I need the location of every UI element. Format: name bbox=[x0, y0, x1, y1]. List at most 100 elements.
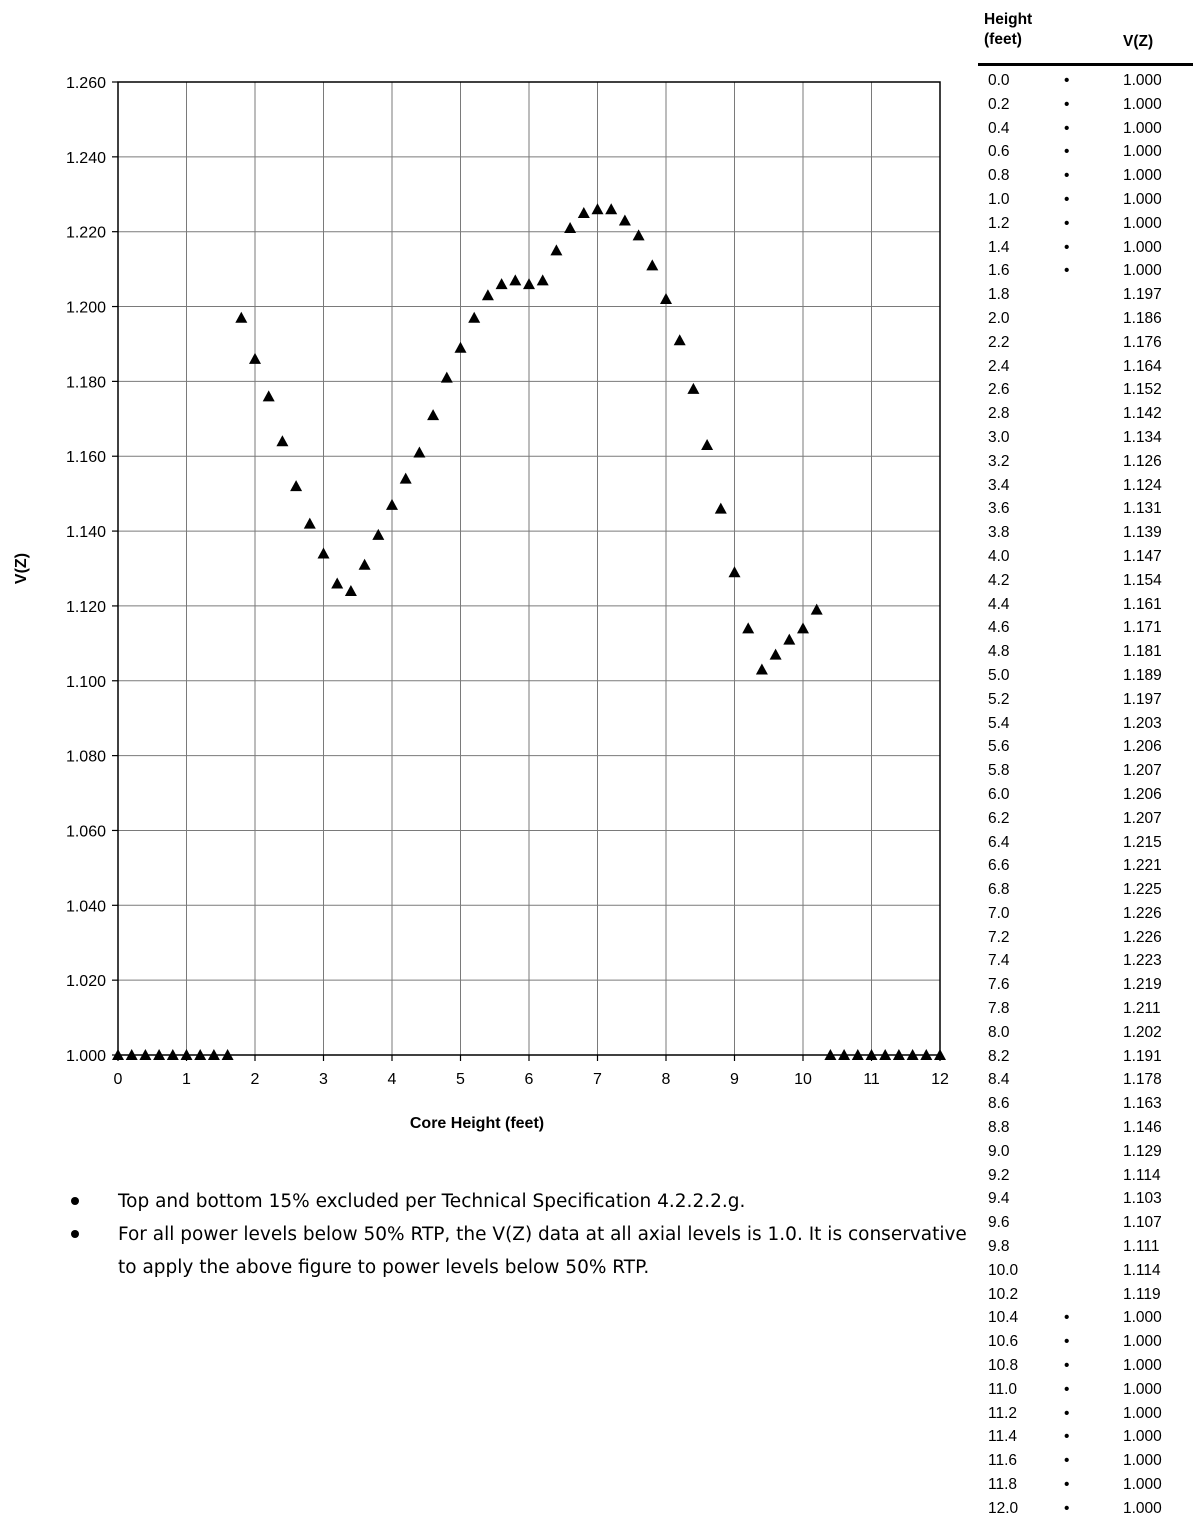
vz-cell: 1.000 bbox=[1123, 95, 1162, 113]
excluded-marker-icon: • bbox=[1064, 1404, 1070, 1422]
vz-cell: 1.186 bbox=[1123, 309, 1162, 327]
data-point-marker bbox=[591, 203, 604, 215]
height-cell: 4.8 bbox=[988, 643, 1010, 661]
y-tick-label: 1.000 bbox=[66, 1048, 106, 1065]
height-cell: 10.0 bbox=[988, 1261, 1019, 1279]
vz-cell: 1.000 bbox=[1123, 1357, 1162, 1375]
excluded-marker-icon: • bbox=[1064, 190, 1070, 208]
vz-cell: 1.000 bbox=[1123, 238, 1162, 256]
height-cell: 1.2 bbox=[988, 214, 1010, 232]
vz-cell: 1.131 bbox=[1123, 500, 1162, 518]
vz-cell: 1.119 bbox=[1123, 1285, 1161, 1303]
excluded-marker-icon: • bbox=[1064, 214, 1070, 232]
vz-cell: 1.206 bbox=[1123, 738, 1162, 756]
x-axis-title: Core Height (feet) bbox=[410, 1115, 544, 1132]
vz-cell: 1.219 bbox=[1123, 976, 1162, 994]
height-cell: 6.4 bbox=[988, 833, 1010, 851]
vz-cell: 1.189 bbox=[1123, 666, 1162, 684]
height-cell: 7.6 bbox=[988, 976, 1010, 994]
vz-cell: 1.000 bbox=[1123, 119, 1162, 137]
table-row: 8.8 1.146 bbox=[978, 1116, 1193, 1140]
data-point-marker bbox=[605, 203, 618, 215]
data-point-marker bbox=[577, 206, 590, 218]
table-row: 6.0 1.206 bbox=[978, 783, 1193, 807]
table-row: 9.8 1.111 bbox=[978, 1235, 1193, 1259]
x-tick-label: 4 bbox=[388, 1071, 397, 1088]
height-cell: 12.0 bbox=[988, 1499, 1019, 1517]
table-row: 9.4 1.103 bbox=[978, 1187, 1193, 1211]
table-row: 0.0 • 1.000 bbox=[978, 69, 1193, 93]
y-axis-title: V(Z) bbox=[13, 553, 30, 584]
vz-cell: 1.225 bbox=[1123, 881, 1162, 899]
table-row: 10.2 1.119 bbox=[978, 1283, 1193, 1307]
data-point-marker bbox=[468, 311, 481, 323]
data-point-marker bbox=[344, 584, 357, 596]
table-row: 2.2 1.176 bbox=[978, 331, 1193, 355]
excluded-marker-icon: • bbox=[1064, 1499, 1070, 1517]
table-row: 5.2 1.197 bbox=[978, 688, 1193, 712]
height-cell: 9.4 bbox=[988, 1190, 1010, 1208]
excluded-marker-icon: • bbox=[1064, 167, 1070, 185]
footnote-list: Top and bottom 15% excluded per Technica… bbox=[71, 1185, 972, 1284]
data-point-marker bbox=[536, 274, 549, 286]
excluded-marker-icon: • bbox=[1064, 72, 1070, 89]
x-tick-label: 10 bbox=[794, 1071, 812, 1088]
x-tick-label: 5 bbox=[456, 1071, 465, 1088]
table-row: 9.2 1.114 bbox=[978, 1164, 1193, 1188]
table-row: 11.0 • 1.000 bbox=[978, 1378, 1193, 1402]
x-tick-label: 2 bbox=[251, 1071, 260, 1088]
excluded-marker-icon: • bbox=[1064, 1333, 1070, 1351]
height-cell: 10.4 bbox=[988, 1309, 1019, 1327]
vz-cell: 1.226 bbox=[1123, 904, 1162, 922]
data-point-marker bbox=[317, 547, 330, 559]
data-point-marker bbox=[769, 648, 782, 660]
x-tick-label: 9 bbox=[730, 1071, 739, 1088]
table-row: 7.8 1.211 bbox=[978, 997, 1193, 1021]
height-cell: 10.2 bbox=[988, 1285, 1019, 1303]
table-row: 5.8 1.207 bbox=[978, 759, 1193, 783]
height-cell: 2.6 bbox=[988, 381, 1010, 399]
table-row: 2.6 1.152 bbox=[978, 378, 1193, 402]
table-row: 0.6 • 1.000 bbox=[978, 140, 1193, 164]
footnote-text: Top and bottom 15% excluded per Technica… bbox=[118, 1191, 746, 1212]
vz-cell: 1.197 bbox=[1123, 690, 1162, 708]
x-tick-label: 8 bbox=[662, 1071, 671, 1088]
height-cell: 7.2 bbox=[988, 928, 1010, 946]
table-row: 6.2 1.207 bbox=[978, 807, 1193, 831]
vz-cell: 1.000 bbox=[1123, 72, 1162, 89]
vz-cell: 1.000 bbox=[1123, 1333, 1162, 1351]
y-tick-label: 1.180 bbox=[66, 374, 106, 391]
table-row: 1.8 1.197 bbox=[978, 283, 1193, 307]
height-cell: 0.8 bbox=[988, 167, 1010, 185]
data-point-marker bbox=[714, 502, 727, 514]
data-point-marker bbox=[372, 528, 385, 540]
x-tick-label: 6 bbox=[525, 1071, 534, 1088]
vz-cell: 1.000 bbox=[1123, 1452, 1162, 1470]
height-cell: 5.2 bbox=[988, 690, 1010, 708]
vz-cell: 1.211 bbox=[1123, 1000, 1161, 1018]
data-point-marker bbox=[331, 577, 344, 589]
table-row: 2.0 1.186 bbox=[978, 307, 1193, 331]
y-tick-label: 1.120 bbox=[66, 599, 106, 616]
vz-cell: 1.126 bbox=[1123, 452, 1162, 470]
excluded-marker-icon: • bbox=[1064, 262, 1070, 280]
data-point-marker bbox=[701, 439, 714, 451]
height-cell: 8.2 bbox=[988, 1047, 1010, 1065]
bullet-icon bbox=[71, 1197, 79, 1205]
table-row: 1.0 • 1.000 bbox=[978, 188, 1193, 212]
data-point-marker bbox=[673, 334, 686, 346]
data-point-marker bbox=[495, 278, 508, 290]
excluded-marker-icon: • bbox=[1064, 95, 1070, 113]
vz-cell: 1.226 bbox=[1123, 928, 1162, 946]
height-cell: 5.4 bbox=[988, 714, 1010, 732]
height-cell: 2.4 bbox=[988, 357, 1010, 375]
data-point-marker bbox=[194, 1049, 207, 1060]
table-row: 2.4 1.164 bbox=[978, 355, 1193, 379]
y-tick-label: 1.060 bbox=[66, 823, 106, 840]
height-cell: 3.4 bbox=[988, 476, 1010, 494]
vz-cell: 1.000 bbox=[1123, 1476, 1162, 1494]
excluded-marker-icon: • bbox=[1064, 1452, 1070, 1470]
table-row: 8.0 1.202 bbox=[978, 1021, 1193, 1045]
height-cell: 10.6 bbox=[988, 1333, 1019, 1351]
vz-cell: 1.197 bbox=[1123, 286, 1162, 304]
